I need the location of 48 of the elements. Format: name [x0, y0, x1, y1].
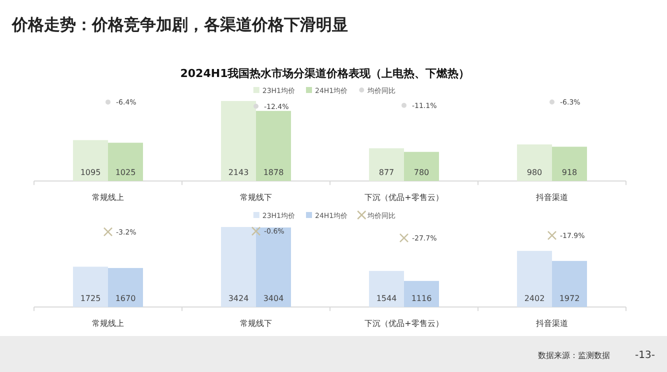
data-label: 1095 — [80, 168, 101, 177]
bar — [517, 250, 552, 307]
x-tick-label: 常规线下 — [240, 193, 272, 202]
x-tick-label: 常规线下 — [240, 319, 272, 328]
bar — [404, 152, 439, 181]
bar — [369, 270, 404, 307]
point — [547, 230, 557, 240]
bar — [256, 110, 291, 181]
bar — [73, 266, 108, 307]
data-label: 1116 — [411, 294, 432, 303]
point — [103, 227, 113, 236]
data-label: 3404 — [263, 294, 284, 303]
bar — [221, 101, 256, 181]
x-tick-label: 常规线上 — [92, 319, 124, 328]
text: -13- — [635, 350, 656, 361]
data-label: 2143 — [228, 168, 249, 177]
data-label: 980 — [526, 168, 542, 177]
bar — [552, 146, 587, 181]
bar — [108, 142, 143, 181]
x-tick-label: 抖音渠道 — [535, 193, 568, 202]
bar — [221, 227, 256, 307]
data-label: 3424 — [228, 294, 249, 303]
bar — [517, 144, 552, 181]
chart-title: 价格走势：价格竞争加剧，各渠道价格下滑明显 — [11, 15, 348, 34]
bar — [73, 140, 108, 181]
data-label: 1878 — [263, 168, 284, 177]
x-tick-label: 抖音渠道 — [535, 319, 568, 328]
point — [399, 233, 409, 243]
x-tick-label: 下沉（优品+零售云） — [364, 193, 444, 202]
data-label: 2402 — [524, 294, 545, 303]
x-tick-label: 常规线上 — [92, 193, 124, 202]
bar — [369, 148, 404, 181]
data-label: 1725 — [80, 294, 101, 303]
data-label: 1025 — [115, 168, 136, 177]
bar — [256, 227, 291, 307]
x-tick-label: 下沉（优品+零售云） — [364, 319, 444, 328]
data-label: 877 — [378, 168, 394, 177]
data-label: 1670 — [115, 294, 136, 303]
data-label: 1972 — [559, 294, 580, 303]
point — [251, 226, 261, 236]
bar — [404, 280, 439, 307]
bar — [552, 260, 587, 307]
bar — [108, 268, 143, 307]
chart-subtitle: 2024H1我国热水市场分渠道价格表现（上电热、下燃热） — [180, 67, 470, 80]
data-label: 780 — [414, 168, 430, 177]
data-label: 918 — [562, 168, 578, 177]
source-note: 数据来源：监测数据 — [538, 351, 610, 360]
data-label: 1544 — [376, 294, 397, 303]
